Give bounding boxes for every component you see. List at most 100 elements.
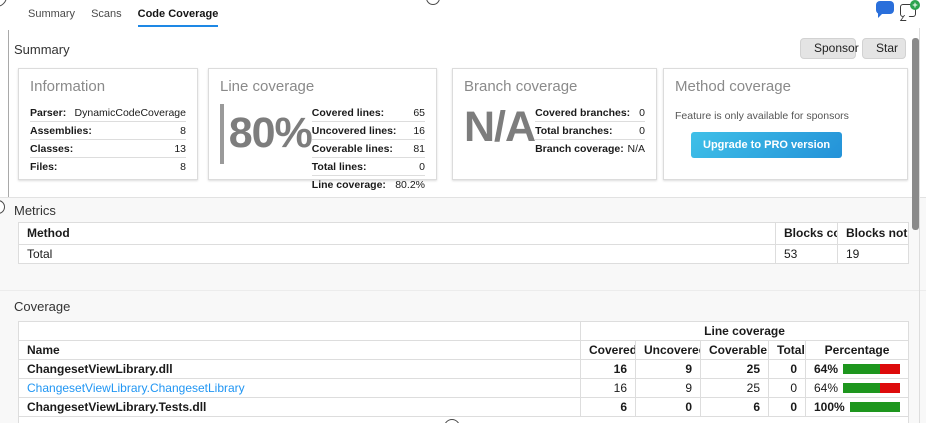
info-label: Parser: [30, 106, 67, 119]
coverage-header-row: Name Covered Uncovered Coverable Total P… [18, 340, 910, 360]
sponsor-button[interactable]: Sponsor [800, 38, 859, 59]
assembly-name: ChangesetViewLibrary.dll [18, 359, 581, 379]
info-row-assemblies: Assemblies: 8 [30, 122, 186, 140]
info-row-files: Files: 8 [30, 158, 186, 175]
information-card: Information Parser: DynamicCodeCoverage … [18, 68, 198, 180]
scrollbar-thumb[interactable] [912, 38, 919, 230]
coverage-col-covered[interactable]: Covered [580, 340, 636, 360]
tab-code-coverage[interactable]: Code Coverage [137, 8, 219, 27]
info-label: Files: [30, 160, 58, 173]
branch-coverage-stats: Covered branches: 0 Total branches: 0 Bran… [535, 104, 645, 157]
assembly-name: ChangesetViewLibrary.Tests.dll [18, 397, 581, 417]
info-value: 8 [180, 160, 186, 173]
metrics-total-label: Total [18, 244, 776, 264]
coverable-value: 25 [700, 359, 769, 379]
info-label: Assemblies: [30, 124, 92, 137]
stat-value: 80.2% [395, 178, 425, 191]
coverage-section-separator [0, 290, 926, 291]
branch-coverage-card: Branch coverage N/A Covered branches: 0 T… [452, 68, 657, 180]
coverage-bar [843, 364, 901, 374]
info-value: 8 [180, 124, 186, 137]
coverage-row-partial [17, 416, 910, 423]
line-coverage-big-value: 80% [228, 109, 313, 157]
coverage-col-uncovered[interactable]: Uncovered [635, 340, 701, 360]
metrics-table: Method Blocks covered Blocks not covered… [18, 222, 909, 264]
add-feedback-icon[interactable]: + [900, 0, 920, 17]
line-coverage-stats: Covered lines: 65 Uncovered lines: 16 Cove… [311, 104, 425, 193]
topbar-icons: + [876, 0, 920, 18]
resize-handle-top-center[interactable] [426, 0, 440, 5]
metrics-col-method[interactable]: Method [18, 222, 776, 245]
summary-section-title: Summary [14, 42, 70, 57]
content-left-border [8, 30, 9, 197]
metrics-section-title: Metrics [14, 203, 56, 218]
percentage-label: 64% [814, 362, 839, 376]
info-label: Classes: [30, 142, 74, 155]
total-value: 0 [768, 378, 806, 398]
chat-bubble-icon[interactable] [876, 1, 894, 18]
uncovered-value: 9 [635, 378, 701, 398]
stat-value: 0 [419, 160, 425, 173]
coverage-table: Line coverage Name Covered Uncovered Cov… [17, 321, 910, 423]
coverable-value: 25 [700, 378, 769, 398]
metrics-header-row: Method Blocks covered Blocks not covered [18, 222, 909, 245]
metrics-total-row: Total 53 19 [18, 244, 909, 264]
tab-scans[interactable]: Scans [91, 8, 122, 20]
stat-label: Uncovered lines: [311, 124, 397, 137]
coverage-bar [849, 402, 901, 412]
coverage-col-coverable[interactable]: Coverable [700, 340, 769, 360]
coverage-col-name[interactable]: Name [18, 340, 581, 360]
stat-value: 0 [639, 124, 645, 137]
stat-value: 0 [639, 106, 645, 119]
stat-label: Coverable lines: [311, 142, 393, 155]
info-row-classes: Classes: 13 [30, 140, 186, 158]
info-value: 13 [174, 142, 186, 155]
info-value: DynamicCodeCoverage [74, 106, 186, 119]
coverage-bar [843, 383, 901, 393]
star-button[interactable]: Star [862, 38, 906, 59]
metrics-col-blocks-covered[interactable]: Blocks covered [775, 222, 838, 245]
total-value: 0 [768, 359, 806, 379]
covered-value: 6 [580, 397, 636, 417]
stat-label: Line coverage: [311, 178, 386, 191]
coverage-row-assembly: ChangesetViewLibrary.Tests.dll 6 0 6 0 1… [18, 397, 910, 417]
branch-coverage-big-value: N/A [464, 103, 536, 151]
stat-label: Total lines: [311, 160, 367, 173]
tab-bar: Summary Scans Code Coverage [28, 8, 219, 27]
covered-value: 16 [580, 359, 636, 379]
total-value: 0 [768, 397, 806, 417]
coverage-section-title: Coverage [14, 299, 71, 314]
stat-label: Total branches: [535, 124, 613, 137]
stat-value: 65 [413, 106, 425, 119]
metrics-col-blocks-not-covered[interactable]: Blocks not covered [837, 222, 909, 245]
stat-value: 16 [413, 124, 425, 137]
info-row-parser: Parser: DynamicCodeCoverage [30, 104, 186, 122]
coverage-col-total[interactable]: Total [768, 340, 806, 360]
percentage-label: 100% [814, 400, 845, 414]
uncovered-value: 9 [635, 359, 701, 379]
line-coverage-card: Line coverage 80% Covered lines: 65 Uncov… [208, 68, 437, 191]
branch-coverage-card-title: Branch coverage [464, 78, 578, 95]
metrics-total-covered: 53 [775, 244, 838, 264]
percentage-label: 64% [814, 381, 839, 395]
metrics-total-not-covered: 19 [837, 244, 909, 264]
class-link[interactable]: ChangesetViewLibrary.ChangesetLibrary [18, 378, 581, 398]
coverable-value: 6 [700, 397, 769, 417]
coverage-col-percentage[interactable]: Percentage [804, 340, 910, 360]
line-coverage-card-title: Line coverage [220, 78, 315, 95]
scrollbar-track[interactable] [919, 28, 920, 423]
method-coverage-card: Method coverage Feature is only availabl… [663, 68, 908, 180]
stat-value: 81 [413, 142, 425, 155]
coverage-group-empty-cell [18, 321, 581, 341]
sponsor-feature-message: Feature is only available for sponsors [675, 110, 849, 122]
method-coverage-card-title: Method coverage [675, 78, 791, 95]
coverage-row-class-link: ChangesetViewLibrary.ChangesetLibrary 16… [18, 378, 910, 398]
coverage-row-assembly: ChangesetViewLibrary.dll 16 9 25 0 64% [18, 359, 910, 379]
upgrade-pro-button[interactable]: Upgrade to PRO version [691, 132, 843, 158]
resize-handle-top-left[interactable] [0, 0, 7, 7]
coverage-accent-bar [220, 104, 224, 164]
coverage-group-header: Line coverage [579, 321, 910, 341]
covered-value: 16 [580, 378, 636, 398]
tab-summary[interactable]: Summary [28, 8, 76, 20]
